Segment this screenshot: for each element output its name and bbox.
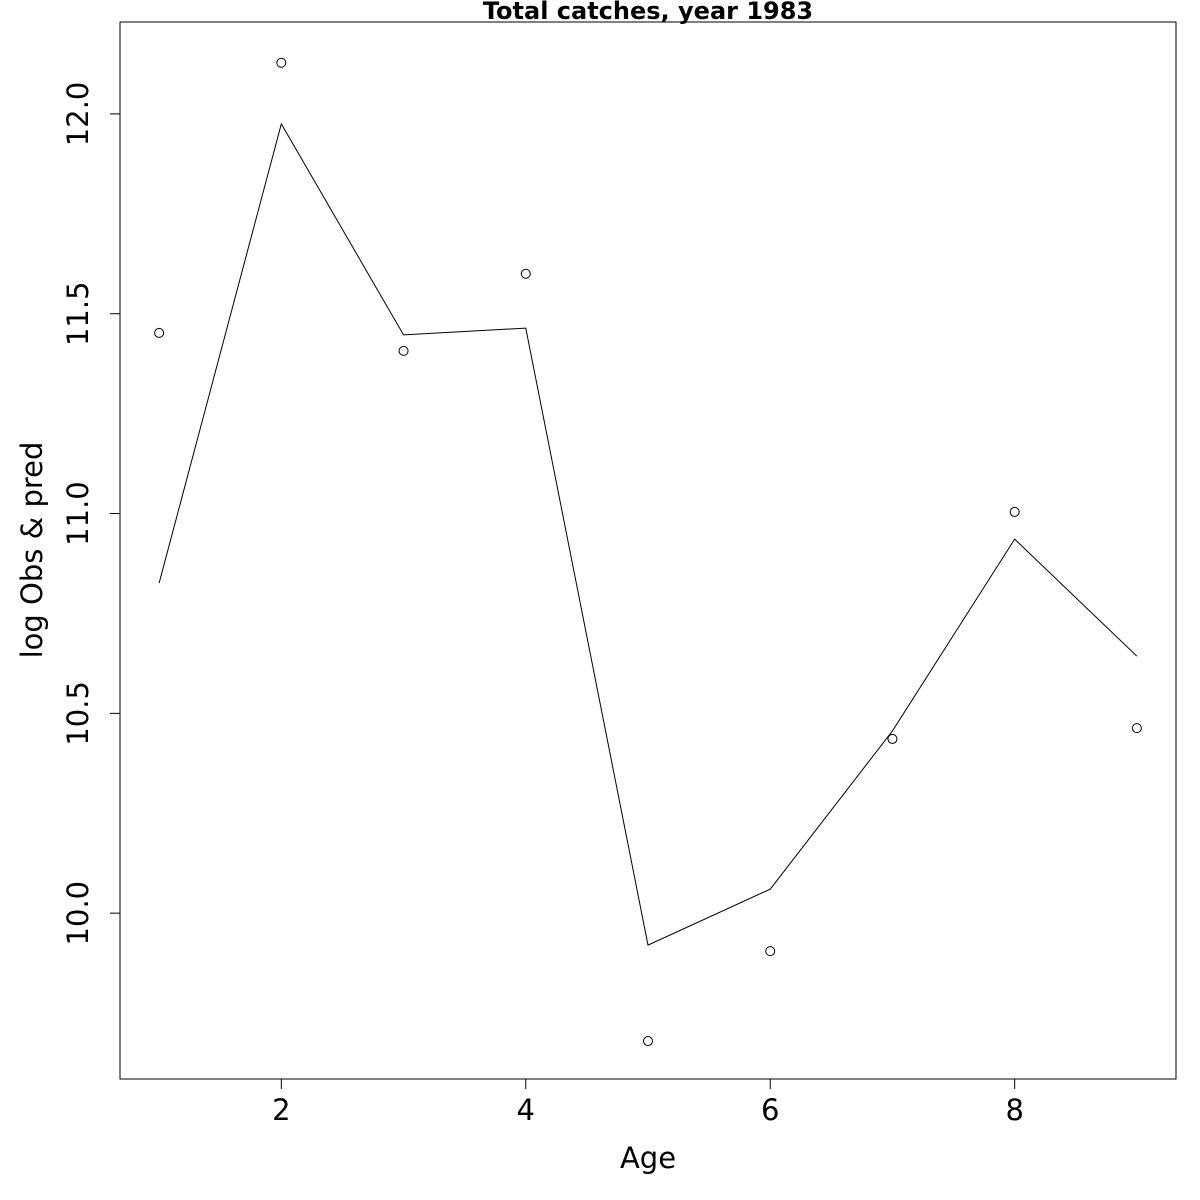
plot-frame xyxy=(119,21,1177,1080)
x-tick-label: 2 xyxy=(272,1093,290,1127)
y-tick-label: 11.5 xyxy=(61,281,95,346)
y-tick-label: 11.0 xyxy=(61,481,95,546)
obs-point xyxy=(154,327,165,338)
x-tick-label: 4 xyxy=(517,1093,535,1127)
obs-point xyxy=(887,733,898,744)
obs-point xyxy=(765,946,776,957)
chart-title: Total catches, year 1983 xyxy=(483,0,813,25)
obs-point xyxy=(643,1036,653,1047)
y-tick-label: 12.0 xyxy=(61,82,95,147)
x-tick-label: 6 xyxy=(761,1093,779,1127)
x-axis-label: Age xyxy=(620,1141,676,1175)
obs-point xyxy=(1131,723,1142,734)
x-tick-label: 8 xyxy=(1005,1093,1023,1127)
obs-point xyxy=(398,345,409,356)
obs-point xyxy=(520,268,531,279)
y-tick-label: 10.5 xyxy=(61,681,95,746)
obs-point xyxy=(276,57,287,68)
y-tick-label: 10.0 xyxy=(61,881,95,946)
obs-point xyxy=(1009,506,1020,517)
y-axis-label: log Obs & pred xyxy=(15,442,49,659)
pred-line xyxy=(158,122,1138,946)
